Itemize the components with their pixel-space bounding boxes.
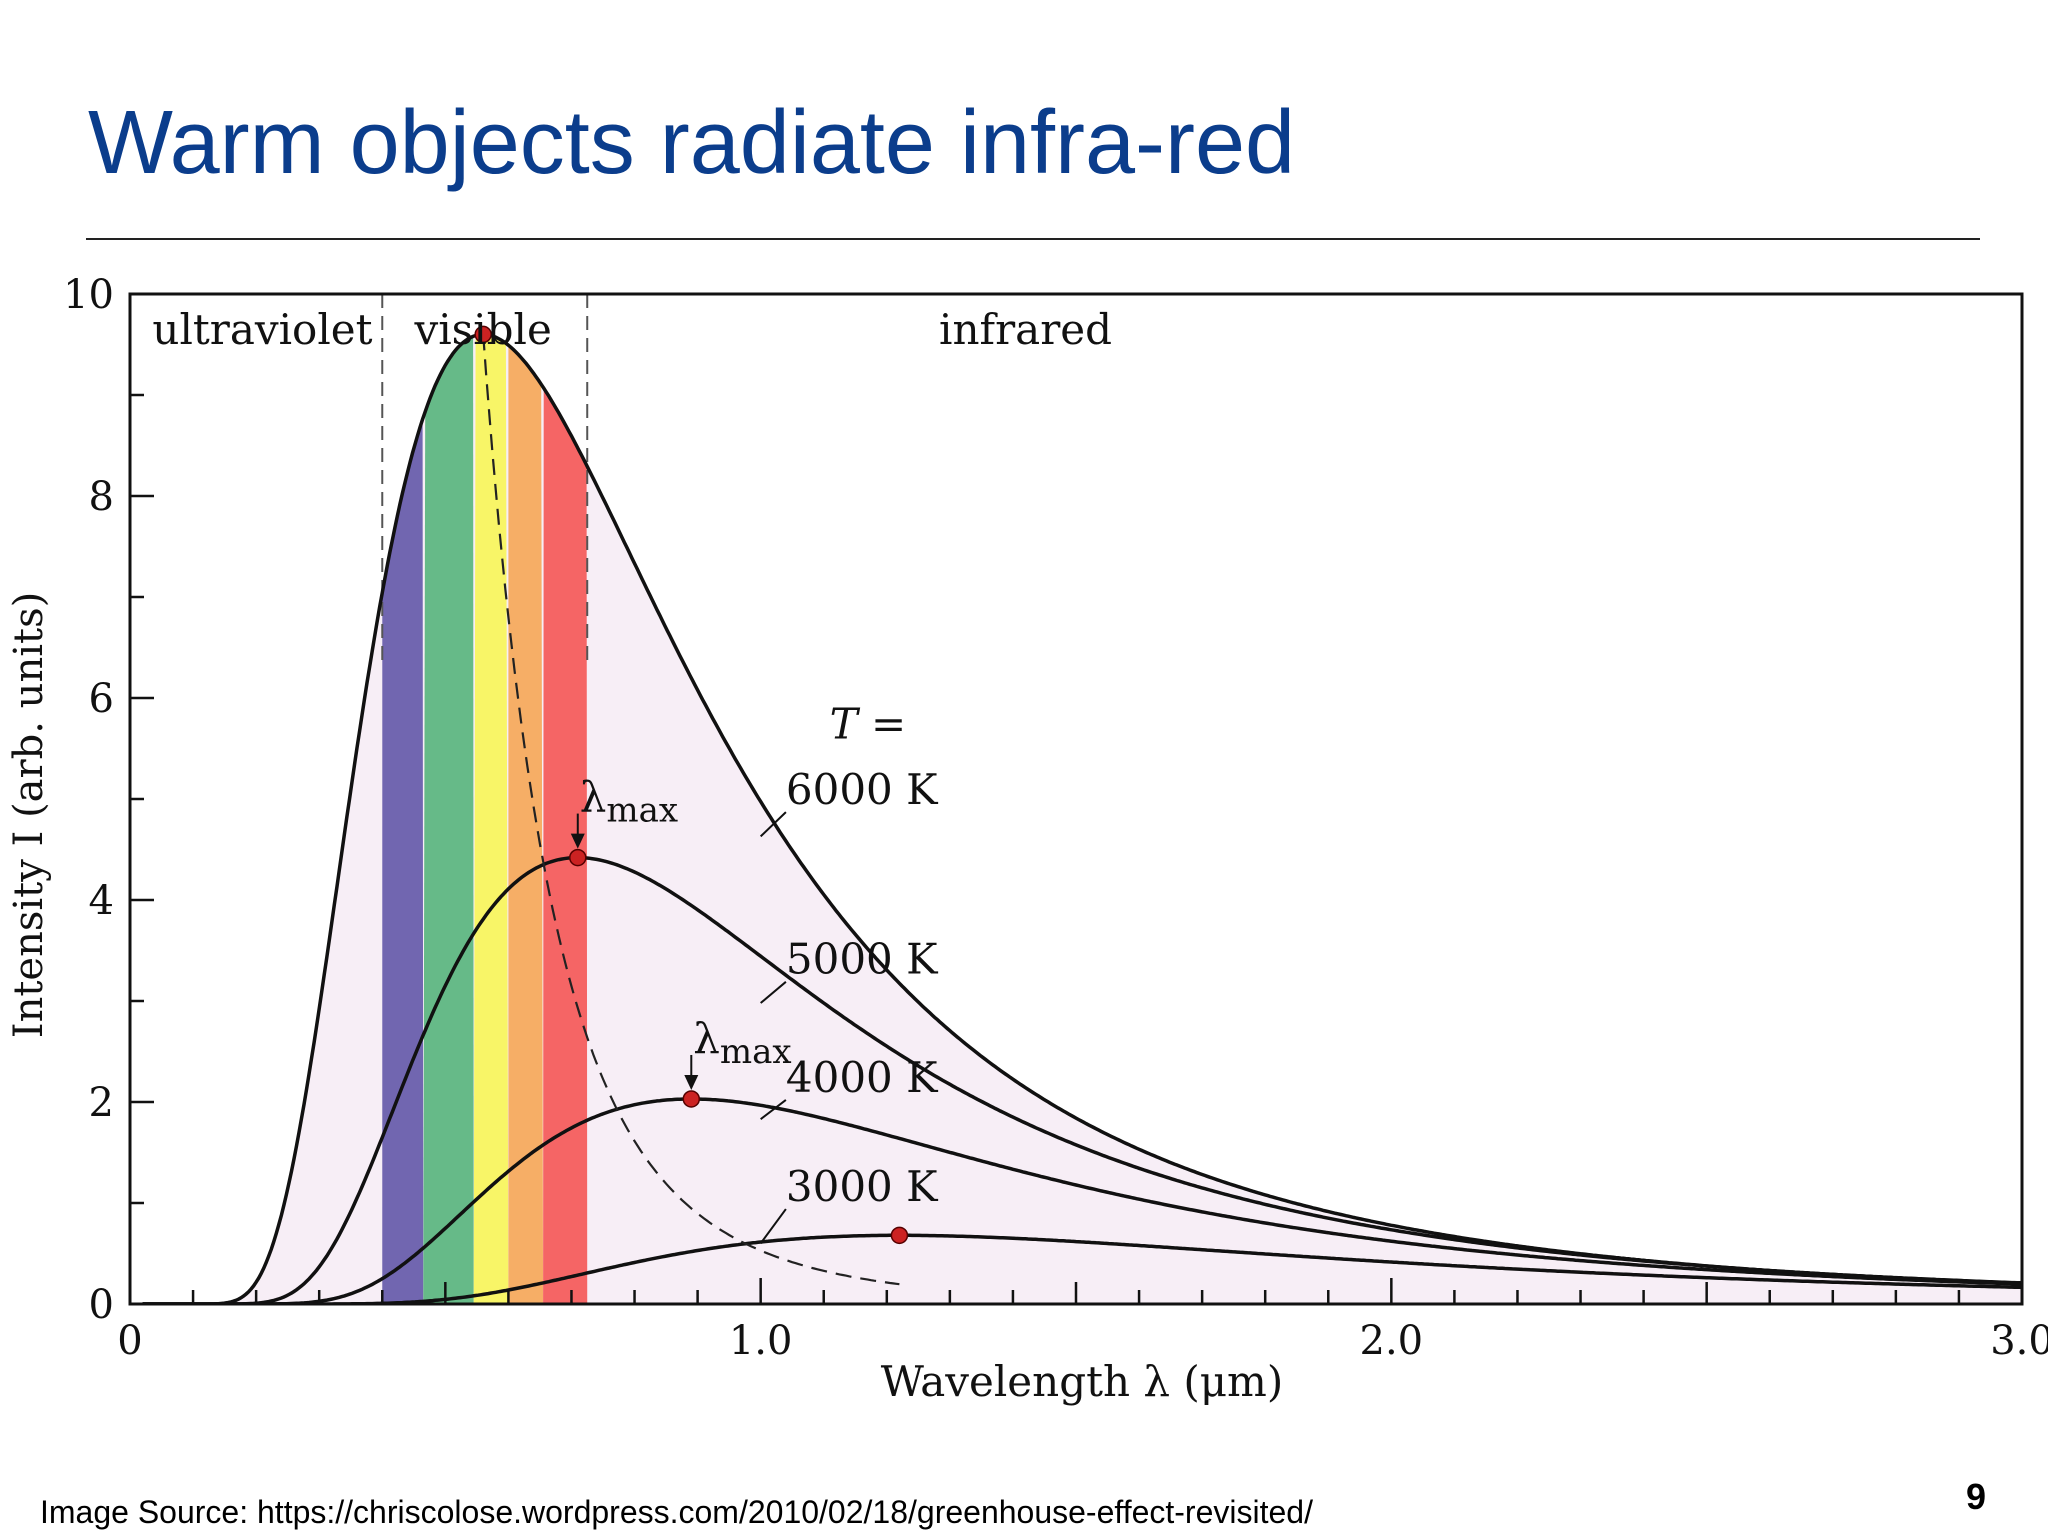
visible-band-2 [423,336,474,1304]
temperature-heading: T = [830,699,907,748]
x-tick-label: 2.0 [1360,1318,1424,1364]
curve-4000k [142,1097,2022,1304]
visible-band-5 [543,388,588,1304]
y-tick-label: 0 [89,1282,114,1328]
lambda-max-label-1: λmax [580,773,678,831]
y-tick-label: 10 [63,272,114,318]
peak-marker-5000k [569,848,587,867]
image-source-caption: Image Source: https://chriscolose.wordpr… [40,1494,1313,1530]
lambda-max-label-2: λmax [693,1014,791,1072]
series-leader-4000k [760,1099,787,1120]
x-tick-label: 3.0 [1990,1318,2048,1364]
slide-title: Warm objects radiate infra-red [88,93,1296,193]
page-number: 9 [1965,1476,1986,1517]
y-tick-label: 6 [89,676,114,722]
blackbody-chart: 0 1.0 2.0 3.0 0 2 4 6 8 10 ultraviolet visible infr… [6,272,2048,1406]
y-tick-label: 2 [89,1080,114,1126]
peak-marker-4000k [682,1090,701,1108]
wien-displacement-line [482,334,900,1286]
region-label-ultraviolet: ultraviolet [152,305,372,354]
series-label-3000k: 3000 K [786,1162,939,1211]
x-ticks [128,1278,2024,1304]
peak-marker-3000k [890,1226,909,1245]
series-label-4000k: 4000 K [786,1053,939,1102]
x-tick-label: 0 [117,1318,142,1364]
series-leader-3000k [759,1208,787,1244]
visible-band-3 [473,334,509,1304]
y-tick-label: 8 [89,474,114,520]
title-divider [86,238,1980,240]
lambda-max-arrowhead-1 [570,833,585,849]
series-leader-5000k [760,981,787,1004]
region-label-visible: visible [414,305,552,354]
y-tick-label: 4 [89,878,114,924]
curve-5000k [142,855,2022,1304]
visible-band-1 [382,419,424,1304]
region-label-infrared: infrared [939,305,1112,354]
peak-marker-6000k [474,325,492,344]
y-axis-label: Intensity I (arb. units) [6,592,52,1038]
series-label-5000k: 5000 K [786,935,939,984]
x-tick-label: 1.0 [729,1318,793,1364]
y-ticks [130,292,154,1306]
series-label-6000k: 6000 K [786,765,939,814]
x-axis-label: Wavelength λ (μm) [881,1357,1284,1406]
series-leader-6000k [759,811,787,838]
lambda-max-arrowhead-2 [684,1074,699,1090]
curve-fill-area [142,334,2022,1304]
curve-3000k [142,1233,2022,1304]
visible-band-4 [508,345,544,1304]
